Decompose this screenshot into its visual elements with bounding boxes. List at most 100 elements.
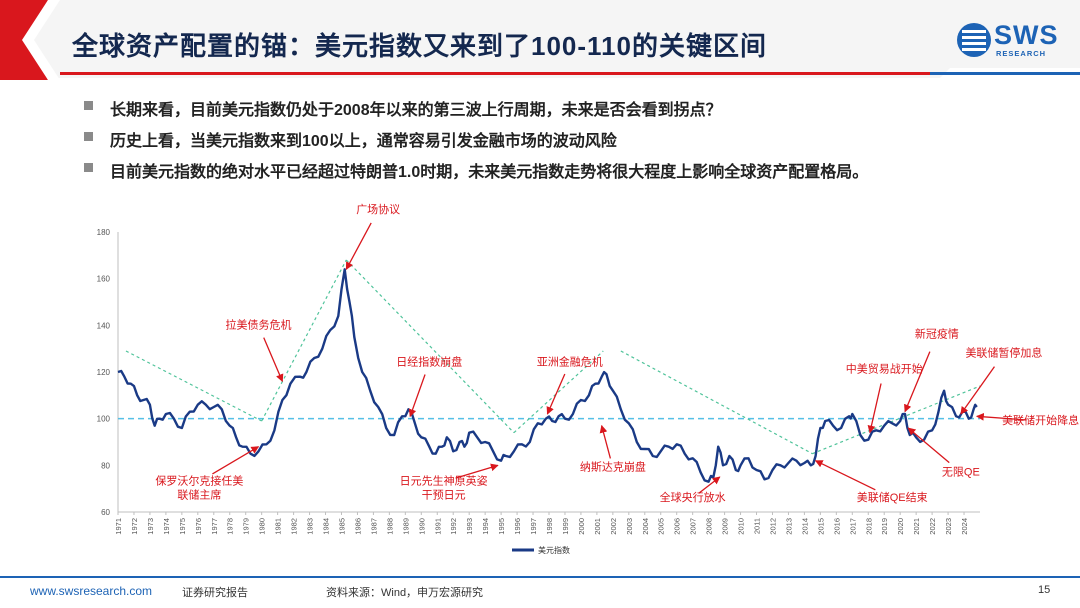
x-tick-label: 1997 — [529, 518, 538, 535]
annotation-arrow — [698, 476, 721, 494]
x-tick-label: 1994 — [481, 518, 490, 535]
annotation-label: 亚洲金融危机 — [537, 355, 603, 369]
logo-text: SWS — [994, 20, 1059, 50]
logo-mark-icon — [957, 23, 991, 57]
x-tick-label: 1995 — [497, 518, 506, 535]
annotation-arrow — [263, 337, 284, 383]
x-tick-label: 2003 — [625, 518, 634, 535]
y-tick-label: 80 — [101, 461, 110, 470]
x-tick-label: 2024 — [960, 518, 969, 535]
x-tick-label: 2007 — [689, 518, 698, 535]
trend-line — [261, 259, 347, 422]
x-tick-label: 1990 — [417, 518, 426, 535]
x-tick-label: 1980 — [258, 518, 267, 535]
annotation-label: 日经指数崩盘 — [396, 355, 462, 369]
trend-line — [345, 259, 515, 434]
x-tick-label: 2009 — [721, 518, 730, 535]
annotation-label: 保罗沃尔克接任美 — [155, 474, 243, 488]
annotation-label-line2: 联储主席 — [177, 488, 221, 502]
annotation-arrow — [599, 424, 612, 459]
x-tick-label: 2012 — [768, 518, 777, 535]
annotation-arrow — [907, 427, 950, 464]
x-tick-label: 2005 — [657, 518, 666, 535]
annotation-arrow — [212, 446, 260, 475]
x-tick-label: 2002 — [609, 518, 618, 535]
x-tick-label: 2008 — [705, 518, 714, 535]
x-tick-label: 2010 — [737, 518, 746, 535]
x-tick-label: 1996 — [513, 518, 522, 535]
x-tick-label: 2018 — [864, 518, 873, 535]
y-tick-label: 120 — [97, 368, 111, 377]
annotation-arrow — [546, 373, 566, 415]
x-tick-label: 1975 — [178, 518, 187, 535]
bullet-square-icon — [84, 101, 93, 110]
bullet-square-icon — [84, 163, 93, 172]
x-tick-label: 1991 — [433, 518, 442, 535]
x-tick-label: 1976 — [194, 518, 203, 535]
x-tick-label: 1972 — [130, 518, 139, 535]
x-tick-label: 1981 — [274, 518, 283, 535]
x-tick-label: 1982 — [290, 518, 299, 535]
x-tick-label: 1988 — [385, 518, 394, 535]
y-tick-label: 100 — [97, 415, 111, 424]
usd-index-line — [117, 268, 978, 483]
annotation-arrow — [345, 222, 372, 271]
annotation-arrow — [455, 463, 499, 479]
x-tick-label: 1983 — [306, 518, 315, 535]
x-tick-label: 1974 — [162, 518, 171, 535]
footer-website-link[interactable]: www.swsresearch.com — [30, 584, 153, 598]
trend-line — [125, 350, 262, 422]
x-tick-label: 1999 — [561, 518, 570, 535]
bullet-item: 长期来看，目前美元指数仍处于2008年以来的第三波上行周期，未来是否会看到拐点？ — [84, 96, 1064, 127]
x-tick-label: 1993 — [465, 518, 474, 535]
x-tick-label: 2020 — [896, 518, 905, 535]
x-tick-label: 1998 — [545, 518, 554, 535]
bullet-square-icon — [84, 132, 93, 141]
header-bar — [0, 0, 1080, 80]
annotation-label: 全球央行放水 — [660, 490, 726, 504]
footer-label: 证券研究报告 — [182, 587, 248, 599]
x-tick-label: 2015 — [816, 518, 825, 535]
x-tick-label: 2004 — [641, 518, 650, 535]
trend-line — [620, 350, 813, 455]
usd-index-chart: 60 80 100 120 140 160 180 1971 1972 1973 1974 1975 1… — [97, 202, 1080, 555]
x-tick-label: 1984 — [322, 518, 331, 535]
bullet-text: 目前美元指数的绝对水平已经超过特朗普1.0时期，未来美元指数走势将很大程度上影响… — [110, 164, 869, 181]
legend-label: 美元指数 — [538, 545, 570, 555]
annotation-arrow — [408, 374, 426, 418]
x-tick-label: 1992 — [449, 518, 458, 535]
bullet-item: 目前美元指数的绝对水平已经超过特朗普1.0时期，未来美元指数走势将很大程度上影响… — [84, 158, 1064, 189]
annotation-arrow — [904, 351, 931, 413]
footer-source: 资料来源：Wind，申万宏源研究 — [326, 587, 484, 599]
bullet-text: 历史上看，当美元指数来到100以上，通常容易引发金融市场的波动风险 — [110, 133, 617, 150]
logo-subtext: RESEARCH — [996, 49, 1047, 58]
bullet-list: 长期来看，目前美元指数仍处于2008年以来的第三波上行周期，未来是否会看到拐点？… — [84, 96, 1064, 189]
x-tick-label: 2001 — [593, 518, 602, 535]
bullet-text: 长期来看，目前美元指数仍处于2008年以来的第三波上行周期，未来是否会看到拐点？ — [110, 102, 722, 119]
x-tick-label: 1987 — [369, 518, 378, 535]
annotation-arrow — [814, 460, 876, 491]
y-tick-label: 60 — [101, 508, 110, 517]
x-tick-label: 1979 — [242, 518, 251, 535]
page-number: 15 — [1038, 584, 1051, 596]
x-tick-label: 2013 — [784, 518, 793, 535]
bullet-item: 历史上看，当美元指数来到100以上，通常容易引发金融市场的波动风险 — [84, 127, 1064, 158]
y-tick-label: 180 — [97, 228, 111, 237]
annotation-label: 中美贸易战开始 — [846, 362, 923, 376]
x-tick-label: 1986 — [353, 518, 362, 535]
annotation-arrow — [867, 383, 882, 434]
y-tick-label: 160 — [97, 275, 111, 284]
annotation-label-line2: 干预日元 — [422, 489, 466, 502]
x-tick-label: 2006 — [673, 518, 682, 535]
annotation-label: 美联储开始降息 — [1002, 413, 1079, 427]
annotation-label: 无限QE — [942, 465, 980, 478]
x-tick-label: 2021 — [912, 518, 921, 535]
x-tick-label: 2016 — [832, 518, 841, 535]
annotation-arrow — [976, 412, 1027, 421]
x-tick-label: 2000 — [577, 518, 586, 535]
x-tick-label: 1973 — [146, 518, 155, 535]
x-tick-label: 2011 — [753, 518, 762, 534]
x-tick-label: 2017 — [848, 518, 857, 535]
x-tick-label: 2014 — [800, 518, 809, 535]
trend-line — [513, 350, 604, 434]
